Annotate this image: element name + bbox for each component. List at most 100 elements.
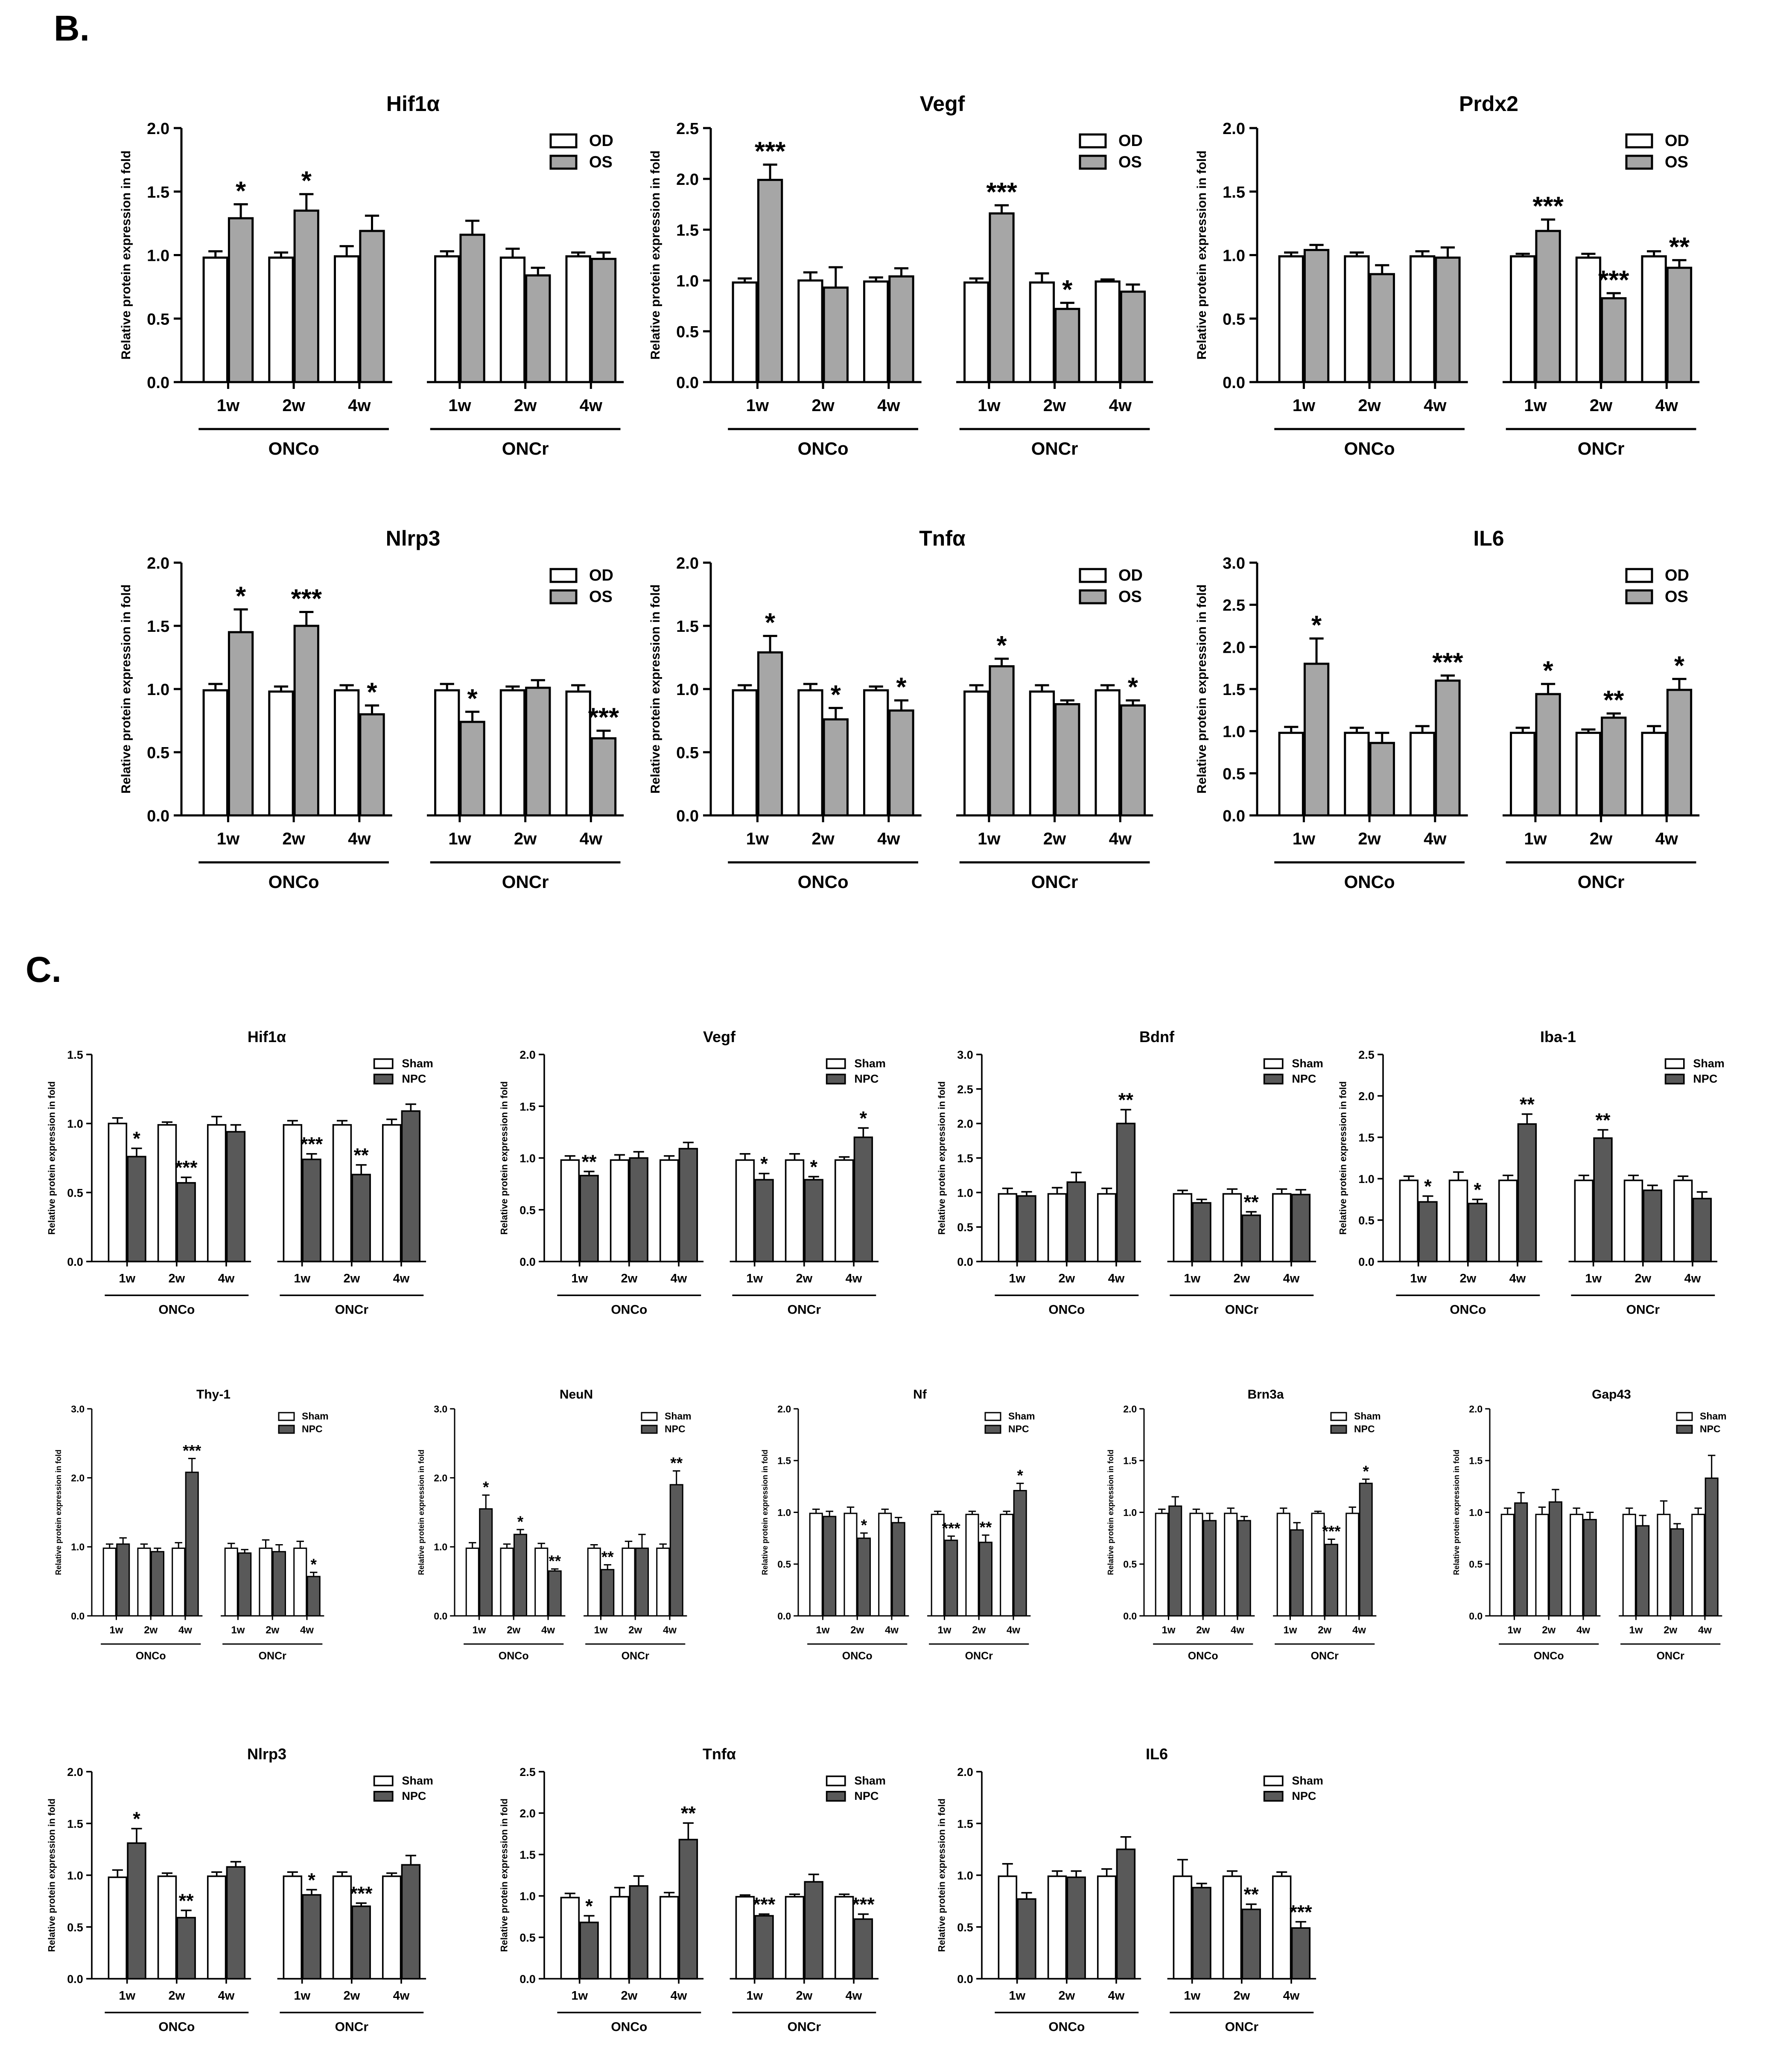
y-tick-label: 0.5 — [520, 1204, 536, 1217]
y-tick-label: 0.0 — [520, 1973, 536, 1986]
bar-sham — [1222, 1875, 1242, 1980]
bar-od — [1409, 255, 1436, 383]
significance-mark: * — [517, 1513, 524, 1530]
legend-swatch — [1263, 1790, 1284, 1802]
x-tick-label: 2w — [514, 829, 537, 848]
bar-od — [333, 689, 360, 817]
x-tick-label: 2w — [811, 829, 835, 848]
significance-mark: ** — [1118, 1089, 1134, 1111]
bar-sham — [1189, 1513, 1203, 1617]
bar-os — [757, 651, 783, 817]
y-tick-label: 1.0 — [71, 1542, 85, 1553]
bar-sham — [1500, 1513, 1515, 1617]
chart-title: Nlrp3 — [386, 526, 441, 550]
y-tick-label: 1.0 — [434, 1542, 447, 1553]
y-tick-label: 2.0 — [520, 1807, 536, 1820]
bar-npc — [176, 1182, 196, 1262]
y-tick-label: 1.0 — [147, 247, 169, 265]
bar-od — [434, 255, 460, 383]
significance-mark: ** — [601, 1548, 614, 1565]
y-tick-label: 1.5 — [67, 1048, 83, 1061]
significance-mark: * — [861, 1516, 867, 1534]
group-label: ONCr — [965, 1650, 993, 1662]
y-tick-label: 2.5 — [957, 1083, 973, 1096]
x-tick-label: 2w — [514, 396, 537, 415]
x-tick-label: 2w — [282, 829, 305, 848]
chart-title: Hif1α — [248, 1028, 286, 1046]
bar-sham — [1570, 1513, 1584, 1617]
bar-npc — [306, 1576, 321, 1617]
bar-sham — [931, 1513, 945, 1617]
bar-npc — [116, 1543, 130, 1617]
x-tick-label: 2w — [972, 1624, 986, 1636]
legend-swatch — [1079, 155, 1107, 170]
y-tick-label: 0.0 — [67, 1256, 83, 1268]
bar-os — [590, 737, 617, 817]
significance-mark: *** — [175, 1157, 198, 1179]
legend-label: Sham — [1693, 1057, 1725, 1070]
x-tick-label: 1w — [231, 1624, 245, 1636]
y-axis-title: Relative protein expression in fold — [119, 584, 133, 794]
y-tick-label: 1.5 — [1358, 1131, 1375, 1144]
bar-os — [293, 625, 319, 817]
y-tick-label: 3.0 — [71, 1403, 85, 1414]
legend-swatch — [278, 1425, 295, 1434]
y-tick-label: 0.0 — [676, 807, 699, 825]
bar-sham — [1097, 1193, 1117, 1262]
y-tick-label: 1.0 — [957, 1186, 973, 1199]
bar-npc — [351, 1174, 371, 1262]
bar-npc — [1168, 1505, 1182, 1617]
x-tick-label: 1w — [746, 1989, 763, 2003]
group-label: ONCr — [1031, 872, 1078, 892]
bar-od — [1094, 689, 1121, 817]
x-tick-label: 2w — [1234, 1989, 1250, 2003]
x-tick-label: 4w — [1352, 1624, 1366, 1636]
bar-sham — [283, 1124, 303, 1262]
x-tick-label: 4w — [178, 1624, 192, 1636]
legend-label: NPC — [1008, 1423, 1029, 1434]
bar-sham — [659, 1159, 679, 1262]
y-tick-label: 0.5 — [1358, 1214, 1375, 1227]
x-tick-label: 1w — [978, 396, 1001, 415]
bar-sham — [207, 1124, 227, 1262]
x-tick-label: 4w — [877, 396, 900, 415]
bar-npc — [1692, 1197, 1712, 1262]
bar-npc — [1291, 1194, 1311, 1262]
bar-sham — [1155, 1513, 1169, 1617]
chart-title: Tnfα — [919, 526, 966, 550]
chart-title: IL6 — [1146, 1745, 1168, 1763]
legend-swatch — [1676, 1412, 1693, 1421]
y-tick-label: 0.0 — [777, 1610, 791, 1621]
y-tick-label: 2.0 — [1358, 1090, 1375, 1103]
significance-mark: * — [831, 680, 841, 710]
bar-sham — [785, 1159, 805, 1262]
x-tick-label: 2w — [507, 1624, 520, 1636]
x-tick-label: 4w — [846, 1989, 862, 2003]
legend-swatch — [1664, 1058, 1685, 1069]
bar-sham — [1345, 1513, 1360, 1617]
bar-sham — [1535, 1513, 1549, 1617]
x-tick-label: 1w — [1009, 1272, 1025, 1285]
x-tick-label: 2w — [344, 1272, 360, 1285]
bar-sham — [785, 1896, 805, 1980]
significance-mark: *** — [588, 703, 619, 733]
y-tick-label: 1.5 — [957, 1817, 973, 1830]
x-tick-label: 4w — [1576, 1624, 1590, 1636]
bar-sham — [1047, 1875, 1067, 1980]
bar-npc — [601, 1569, 615, 1617]
bar-npc — [238, 1552, 252, 1617]
bar-os — [989, 212, 1015, 383]
x-tick-label: 1w — [119, 1989, 135, 2003]
y-axis-title: Relative protein expression in fold — [47, 1799, 57, 1952]
bar-npc — [579, 1174, 599, 1262]
x-tick-label: 2w — [1043, 829, 1066, 848]
bar-npc — [1116, 1122, 1136, 1262]
bar-os — [525, 686, 551, 817]
chart-title: Thy-1 — [196, 1387, 231, 1402]
bar-npc — [1290, 1529, 1304, 1617]
bar-npc — [629, 1885, 648, 1980]
chart-5: IL6 0.0 0.5 1.0 1.5 2.0 2.5 3.0 Relative protein… — [1195, 526, 1700, 892]
significance-mark: ** — [1596, 1109, 1611, 1131]
legend-label: OD — [589, 132, 613, 150]
significance-mark: * — [1017, 1467, 1024, 1484]
